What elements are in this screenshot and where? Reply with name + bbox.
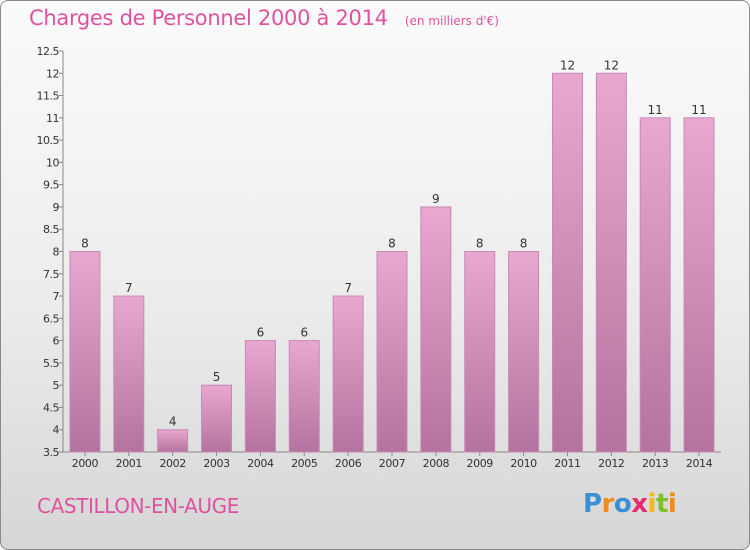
y-tick-label: 5	[53, 379, 60, 392]
value-label-2013: 11	[648, 103, 663, 117]
bar-2004	[244, 340, 276, 453]
y-tick-label: 6	[53, 335, 60, 348]
value-label-2001: 7	[125, 281, 133, 295]
value-label-2014: 11	[691, 103, 706, 117]
axes: 3.5 4 4.5 5 5.5 6 6.5 7 7.5 8 8.5 9 9.5 10 10.5 11 11.5 1…	[37, 45, 721, 470]
bar-2010	[508, 251, 540, 453]
y-tick-label: 4.5	[43, 401, 59, 414]
y-tick-label: 8.5	[43, 223, 59, 236]
value-label-2005: 6	[300, 326, 308, 340]
x-tick-label-2003: 2003	[203, 457, 230, 470]
y-tick-label: 3.5	[43, 446, 59, 459]
bar-2001	[113, 295, 145, 453]
value-label-2003: 5	[213, 370, 221, 384]
chart-subtitle: (en milliers d'€)	[404, 14, 499, 28]
value-label-2002: 4	[169, 415, 177, 429]
x-tick-label-2011: 2011	[554, 457, 580, 470]
x-tick-label-2004: 2004	[247, 457, 274, 470]
x-tick-label-2008: 2008	[423, 457, 450, 470]
y-tick-label: 10.5	[37, 134, 60, 147]
bars	[69, 72, 715, 453]
bar-2007	[376, 251, 408, 453]
value-label-2007: 8	[388, 237, 396, 251]
bar-2006	[332, 295, 364, 453]
x-tick-label-2014: 2014	[686, 457, 713, 470]
value-label-2011: 12	[560, 58, 575, 72]
bar-2011	[551, 72, 583, 453]
value-label-2006: 7	[344, 281, 352, 295]
bar-2008	[420, 206, 452, 453]
x-tick-label-2007: 2007	[379, 457, 406, 470]
data-labels: 8 7 4 5 6 6 7 8 9 8 8 12 12 11 11	[81, 58, 707, 428]
value-label-2012: 12	[604, 58, 619, 72]
x-tick-label-2013: 2013	[642, 457, 669, 470]
bar-2014	[683, 117, 715, 453]
x-tick-label-2002: 2002	[159, 457, 185, 470]
bar-2002	[157, 429, 189, 453]
x-tick-label-2001: 2001	[116, 457, 142, 470]
y-tick-label: 10	[46, 156, 59, 169]
bar-2012	[595, 72, 627, 453]
bar-2009	[464, 251, 496, 453]
y-tick-label: 8	[53, 246, 60, 259]
x-tick-label-2000: 2000	[72, 457, 99, 470]
y-tick-label: 7.5	[43, 268, 59, 281]
bar-2003	[201, 384, 233, 453]
value-label-2000: 8	[81, 237, 89, 251]
y-tick-label: 12	[46, 67, 59, 80]
y-tick-label: 11.5	[37, 90, 60, 103]
y-tick-label: 6.5	[43, 312, 59, 325]
x-tick-label-2010: 2010	[510, 457, 537, 470]
proxiti-logo[interactable]: Proxiti	[583, 489, 677, 519]
y-tick-label: 7	[53, 290, 60, 303]
place-name: CASTILLON-EN-AUGE	[37, 494, 239, 518]
x-tick-label-2005: 2005	[291, 457, 318, 470]
y-tick-label: 11	[46, 112, 59, 125]
bar-2013	[639, 117, 671, 453]
value-label-2009: 8	[476, 237, 484, 251]
bar-2000	[69, 251, 101, 453]
y-tick-label: 5.5	[43, 357, 59, 370]
value-label-2008: 9	[432, 192, 440, 206]
chart-title: Charges de Personnel 2000 à 2014	[29, 6, 388, 30]
value-label-2010: 8	[520, 237, 528, 251]
x-tick-label-2012: 2012	[598, 457, 624, 470]
x-tick-label-2009: 2009	[467, 457, 494, 470]
y-tick-label: 4	[53, 424, 60, 437]
bar-2005	[288, 340, 320, 453]
y-tick-label: 12.5	[37, 45, 60, 58]
y-tick-label: 9.5	[43, 179, 59, 192]
chart-title-block: Charges de Personnel 2000 à 2014 (en mil…	[29, 6, 499, 30]
x-tick-label-2006: 2006	[335, 457, 362, 470]
y-tick-label: 9	[53, 201, 60, 214]
value-label-2004: 6	[257, 326, 265, 340]
